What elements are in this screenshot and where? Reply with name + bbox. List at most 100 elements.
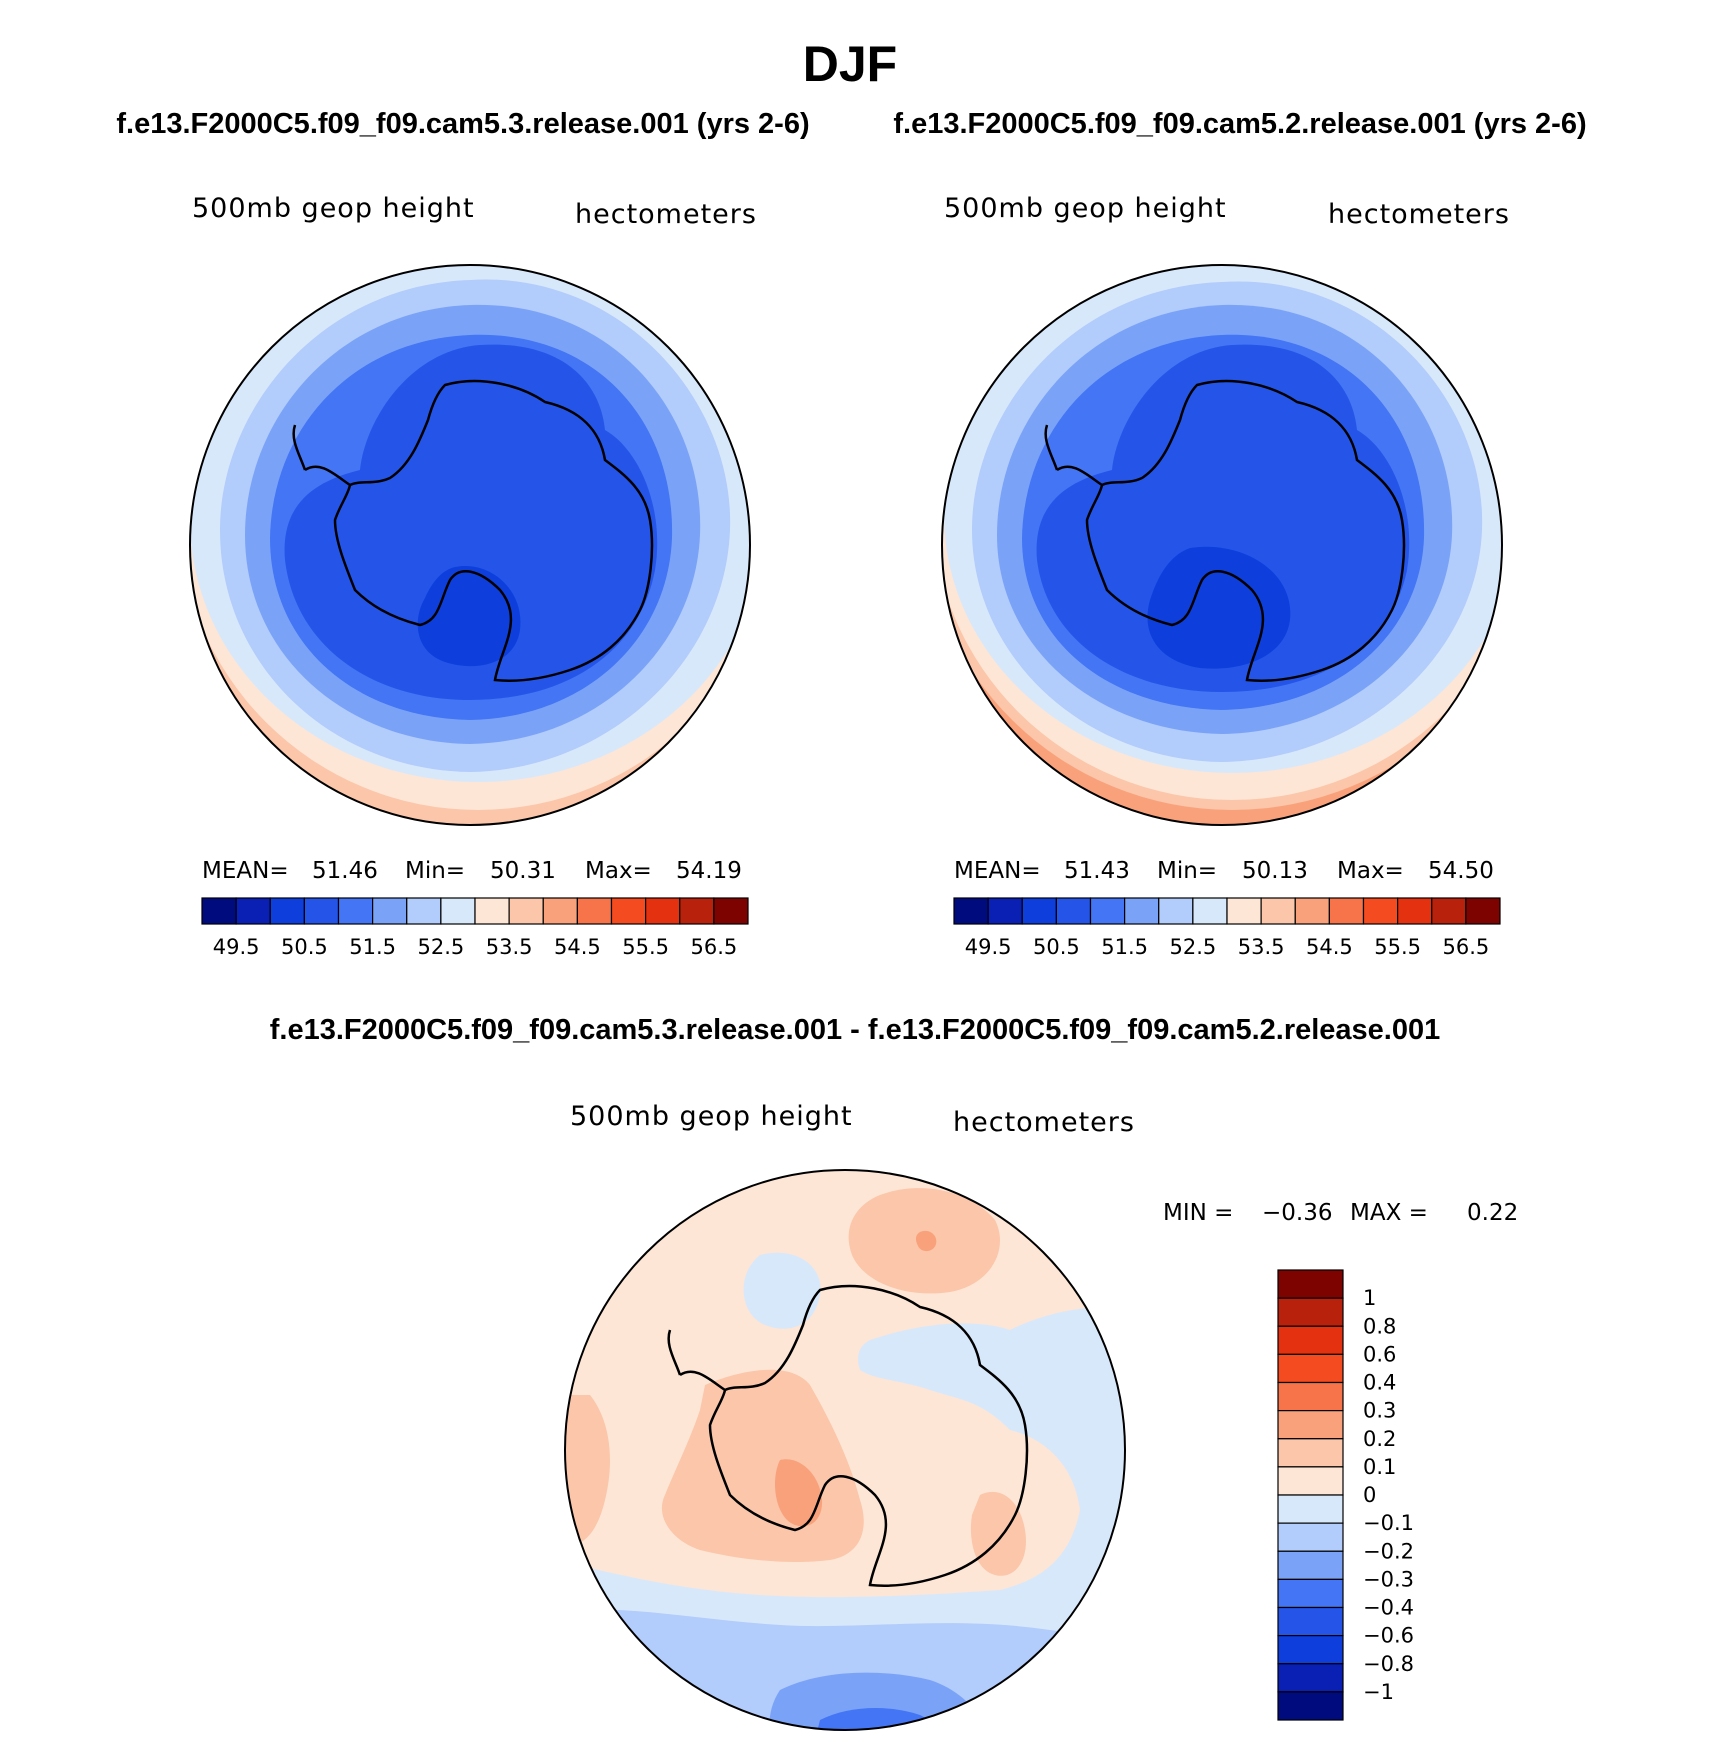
right-colorbar-tick-2: 51.5 <box>1101 935 1148 959</box>
right-field-label: 500mb geop height <box>944 193 1227 224</box>
difference-colorbar-box-11 <box>1277 1578 1344 1609</box>
difference-colorbar-box-7 <box>1277 1466 1344 1496</box>
left-colorbar-ticks: 49.5 50.5 51.5 52.5 53.5 54.5 55.5 56.5 <box>213 935 738 959</box>
left-case-title: f.e13.F2000C5.f09_f09.cam5.3.release.001… <box>116 108 809 140</box>
difference-map-boundary <box>564 1169 1126 1731</box>
left-colorbar-box-3 <box>303 897 340 925</box>
difference-contour-positive-max-north <box>915 1230 937 1252</box>
right-colorbar-tick-5: 54.5 <box>1306 935 1353 959</box>
right-colorbar-box-0 <box>953 897 989 925</box>
left-colorbar-box-7 <box>440 897 476 925</box>
left-panel: 500mb geop height hectometers MEAN= 51.4… <box>189 193 757 959</box>
right-contour-50.75 <box>1036 344 1410 692</box>
right-colorbar-box-7 <box>1192 897 1228 925</box>
right-units-label: hectometers <box>1328 199 1510 230</box>
difference-panel: 500mb geop height hectometers MIN = −0.3… <box>564 1101 1518 1731</box>
left-colorbar-box-4 <box>337 897 374 925</box>
difference-contour-positive-max-central <box>775 1459 823 1527</box>
figure-title: DJF <box>803 36 897 92</box>
right-colorbar-box-6 <box>1158 897 1194 925</box>
left-colorbar-box-0 <box>201 897 237 925</box>
difference-max-value: 0.22 <box>1467 1200 1518 1226</box>
difference-min-value: −0.36 <box>1262 1200 1332 1226</box>
difference-colorbar-box-2 <box>1277 1325 1344 1355</box>
difference-units-label: hectometers <box>953 1107 1135 1138</box>
difference-colorbar-tick-14: −1 <box>1363 1680 1394 1704</box>
difference-contour-negative-northwest <box>743 1252 821 1329</box>
right-max-value: 54.50 <box>1428 858 1494 884</box>
difference-colorbar-tick-0: 1 <box>1363 1286 1376 1310</box>
difference-min-label: MIN = <box>1163 1200 1233 1226</box>
difference-colorbar-box-12 <box>1277 1606 1344 1637</box>
left-colorbar-box-1 <box>235 897 271 925</box>
right-min-value: 50.13 <box>1242 858 1308 884</box>
left-colorbar-box-8 <box>474 897 510 925</box>
left-max-value: 54.19 <box>676 858 742 884</box>
difference-colorbar-box-15 <box>1277 1691 1344 1721</box>
left-contour-50.5 <box>417 565 521 667</box>
right-mean-label: MEAN= <box>954 858 1041 884</box>
difference-contour-negative-min <box>815 1708 940 1730</box>
right-colorbar-box-5 <box>1124 897 1160 925</box>
left-colorbar-box-15 <box>713 897 749 925</box>
left-colorbar-tick-1: 50.5 <box>281 935 328 959</box>
left-mean-label: MEAN= <box>202 858 289 884</box>
difference-colorbar-box-8 <box>1277 1494 1344 1524</box>
left-colorbar-box-10 <box>542 897 578 925</box>
left-colorbar-tick-5: 54.5 <box>554 935 601 959</box>
right-min-label: Min= <box>1157 858 1217 884</box>
left-colorbar <box>201 897 749 925</box>
right-case-title: f.e13.F2000C5.f09_f09.cam5.2.release.001… <box>893 108 1586 140</box>
difference-colorbar-tick-12: −0.6 <box>1363 1624 1414 1648</box>
right-colorbar-tick-7: 56.5 <box>1442 935 1489 959</box>
right-map-boundary <box>941 264 1503 826</box>
difference-colorbar-tick-5: 0.2 <box>1363 1427 1396 1451</box>
difference-colorbar-tick-2: 0.6 <box>1363 1342 1396 1366</box>
difference-colorbar-tick-9: −0.2 <box>1363 1539 1414 1563</box>
difference-colorbar-tick-10: −0.3 <box>1363 1567 1414 1591</box>
right-colorbar-box-1 <box>987 897 1023 925</box>
left-max-label: Max= <box>585 858 652 884</box>
right-colorbar-box-13 <box>1397 897 1433 925</box>
right-colorbar <box>953 897 1501 925</box>
difference-colorbar-box-6 <box>1277 1438 1344 1468</box>
left-contour-50.75 <box>284 344 658 700</box>
right-colorbar-box-2 <box>1021 897 1057 925</box>
left-min-value: 50.31 <box>490 858 556 884</box>
difference-colorbar-tick-8: −0.1 <box>1363 1511 1414 1535</box>
right-colorbar-box-10 <box>1294 897 1330 925</box>
left-colorbar-box-11 <box>576 897 613 925</box>
right-colorbar-box-8 <box>1226 897 1262 925</box>
left-colorbar-tick-2: 51.5 <box>349 935 396 959</box>
difference-colorbar-box-1 <box>1277 1297 1344 1327</box>
difference-colorbar-tick-3: 0.4 <box>1363 1371 1396 1395</box>
difference-colorbar-ticks: 1 0.8 0.6 0.4 0.3 0.2 0.1 0 −0.1 −0.2 −0.3 −0.4 −0.6… <box>1363 1286 1414 1704</box>
difference-map <box>565 1170 1125 1730</box>
difference-colorbar-box-0 <box>1277 1269 1344 1299</box>
left-colorbar-tick-4: 53.5 <box>486 935 533 959</box>
right-colorbar-box-12 <box>1362 897 1399 925</box>
difference-colorbar-tick-6: 0.1 <box>1363 1455 1396 1479</box>
left-units-label: hectometers <box>575 199 757 230</box>
difference-colorbar-box-3 <box>1277 1353 1344 1384</box>
right-colorbar-tick-1: 50.5 <box>1033 935 1080 959</box>
right-colorbar-tick-3: 52.5 <box>1169 935 1216 959</box>
difference-colorbar-tick-1: 0.8 <box>1363 1314 1396 1338</box>
right-antarctica-coastline <box>1044 379 1406 682</box>
right-colorbar-box-11 <box>1328 897 1365 925</box>
difference-field-label: 500mb geop height <box>570 1101 853 1132</box>
difference-colorbar-box-5 <box>1277 1410 1344 1440</box>
left-antarctica-coastline <box>292 379 654 682</box>
right-colorbar-box-14 <box>1431 897 1467 925</box>
left-mean-value: 51.46 <box>312 858 378 884</box>
left-colorbar-tick-0: 49.5 <box>213 935 260 959</box>
difference-colorbar-box-9 <box>1277 1522 1344 1552</box>
left-colorbar-tick-3: 52.5 <box>417 935 464 959</box>
difference-max-label: MAX = <box>1350 1200 1428 1226</box>
difference-colorbar-box-4 <box>1277 1381 1344 1412</box>
right-panel: 500mb geop height hectometers MEAN= 51.4… <box>941 193 1510 959</box>
right-mean-value: 51.43 <box>1064 858 1130 884</box>
left-min-label: Min= <box>405 858 465 884</box>
right-colorbar-tick-6: 55.5 <box>1374 935 1421 959</box>
